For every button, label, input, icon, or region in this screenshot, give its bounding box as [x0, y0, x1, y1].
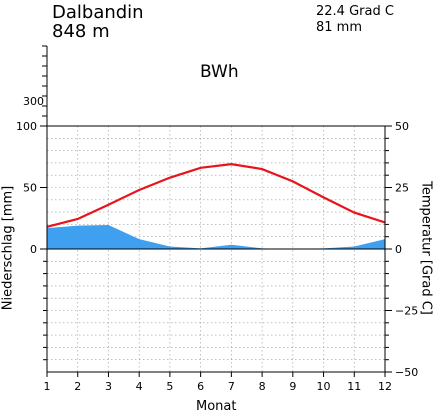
y-tick-label-left: 100: [16, 120, 37, 133]
x-tick-label: 3: [105, 380, 112, 393]
x-tick-label: 11: [347, 380, 361, 393]
y-tick-label-right: 25: [395, 182, 409, 195]
mean-temperature: 22.4 Grad C: [316, 4, 394, 19]
climate-classification: BWh: [200, 62, 239, 82]
y-tick-label-upper: 300: [23, 95, 44, 108]
x-tick-label: 10: [317, 380, 331, 393]
station-name: Dalbandin: [52, 2, 144, 23]
y-tick-label-right: 0: [395, 243, 402, 256]
x-axis-label: Monat: [196, 399, 237, 414]
x-tick-label: 9: [289, 380, 296, 393]
y-axis-label-precipitation: Niederschlag [mm]: [0, 185, 16, 311]
x-tick-label: 5: [166, 380, 173, 393]
x-tick-label: 6: [197, 380, 204, 393]
x-tick-label: 12: [378, 380, 392, 393]
y-tick-label-left: 0: [30, 243, 37, 256]
x-tick-label: 4: [136, 380, 143, 393]
station-elevation: 848 m: [52, 21, 110, 42]
y-tick-label-right: −50: [395, 366, 418, 379]
y-tick-label-right: 50: [395, 120, 409, 133]
x-tick-label: 2: [74, 380, 81, 393]
x-tick-label: 1: [44, 380, 51, 393]
y-axis-label-temperature: Temperatur [Grad C]: [418, 181, 434, 315]
x-tick-label: 7: [228, 380, 235, 393]
x-tick-label: 8: [259, 380, 266, 393]
y-tick-label-right: −25: [395, 305, 418, 318]
temperature-line: [46, 163, 386, 228]
precipitation-area: [47, 225, 385, 249]
annual-precipitation: 81 mm: [316, 20, 363, 35]
y-tick-label-left: 50: [23, 182, 37, 195]
